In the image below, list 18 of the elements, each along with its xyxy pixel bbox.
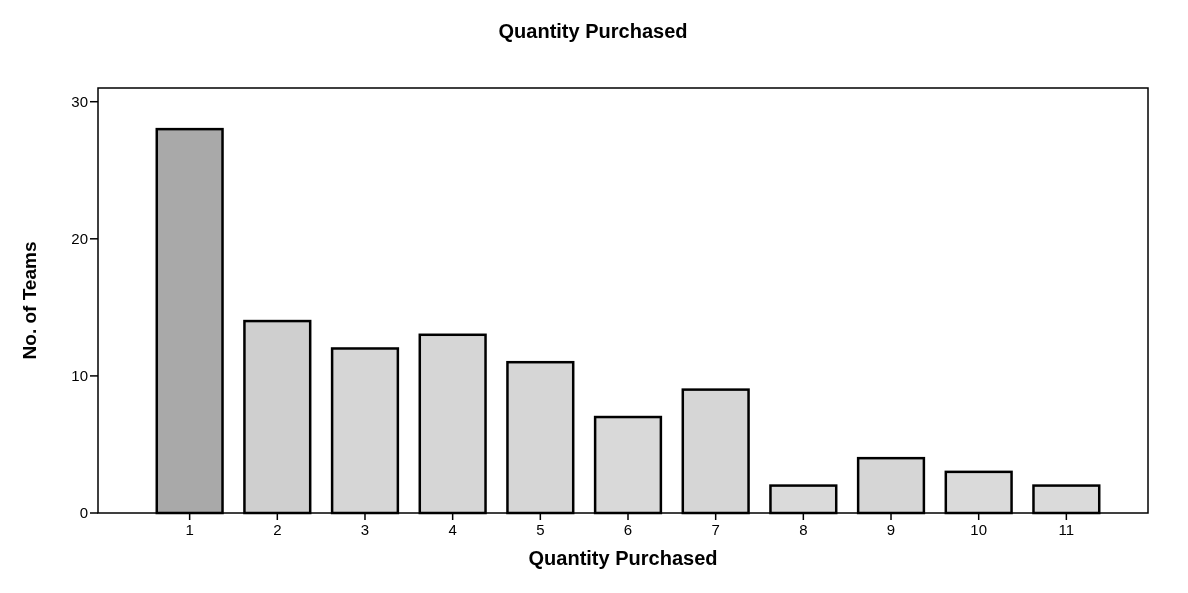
- x-tick-label: 2: [273, 521, 282, 538]
- x-tick-label: 1: [185, 521, 194, 538]
- x-tick-label: 8: [799, 521, 808, 538]
- x-tick-label: 7: [711, 521, 720, 538]
- x-tick-label: 4: [448, 521, 457, 538]
- y-tick-label: 0: [79, 504, 88, 522]
- x-tick-label: 6: [623, 521, 633, 538]
- x-tick-label: 11: [1058, 521, 1075, 538]
- x-tick-label: 3: [360, 521, 370, 538]
- y-axis-title: No. of Teams: [19, 241, 40, 360]
- x-tick-label: 9: [886, 521, 896, 538]
- x-tick-label: 5: [536, 521, 545, 538]
- y-tick-label: 10: [71, 367, 88, 385]
- x-axis-title: Quantity Purchased: [528, 547, 718, 569]
- y-tick-label: 30: [71, 92, 88, 110]
- y-tick-label: 20: [71, 230, 88, 248]
- chart-title: Quantity Purchased: [498, 20, 688, 42]
- x-tick-label: 10: [970, 521, 988, 538]
